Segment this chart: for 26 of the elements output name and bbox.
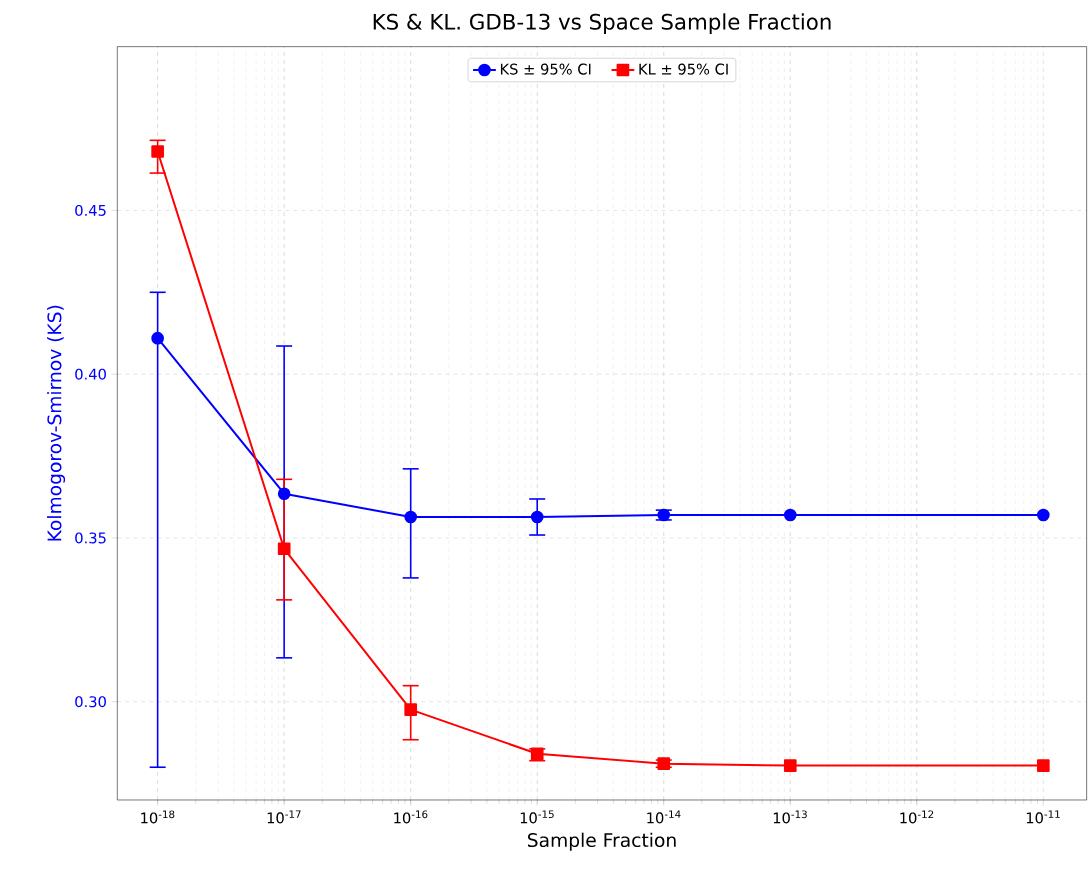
x-tick-label: 10$^{-12}$ [900,810,934,824]
chart-title: KS & KL. GDB-13 vs Space Sample Fraction [373,13,831,34]
x-tick-label: 10$^{-11}$ [1026,810,1060,824]
point [151,145,164,158]
point [151,331,164,345]
y-tick-label: 0.40 [75,368,106,380]
legend-label: KS ± 95% CI [500,63,591,75]
y-tick-label: 0.35 [75,532,106,544]
point [530,510,544,524]
point [277,542,291,556]
x-tick-label: 10$^{-18}$ [141,810,175,824]
point [783,759,797,772]
y-tick-label: 0.45 [75,204,106,216]
x-tick-label: 10$^{-17}$ [267,810,301,824]
point [404,703,418,716]
legend-label: KL ± 95% CI [639,63,728,75]
point [404,510,418,524]
point [277,487,291,501]
x-tick-label: 10$^{-15}$ [520,810,554,824]
y-tick-label: 0.30 [75,696,106,708]
x-tick-label: 10$^{-13}$ [773,810,807,824]
x-tick-label: 10$^{-16}$ [394,810,428,824]
x-axis-title: Sample Fraction [527,832,676,851]
y-axis-title: Kolmogorov-Smirnov (KS) [47,305,66,541]
x-tick-label: 10$^{-14}$ [647,810,681,824]
point [783,508,797,522]
